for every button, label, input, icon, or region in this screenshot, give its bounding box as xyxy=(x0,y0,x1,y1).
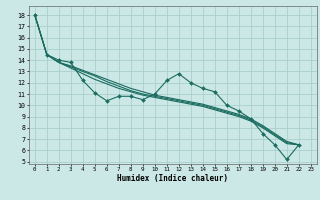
X-axis label: Humidex (Indice chaleur): Humidex (Indice chaleur) xyxy=(117,174,228,183)
